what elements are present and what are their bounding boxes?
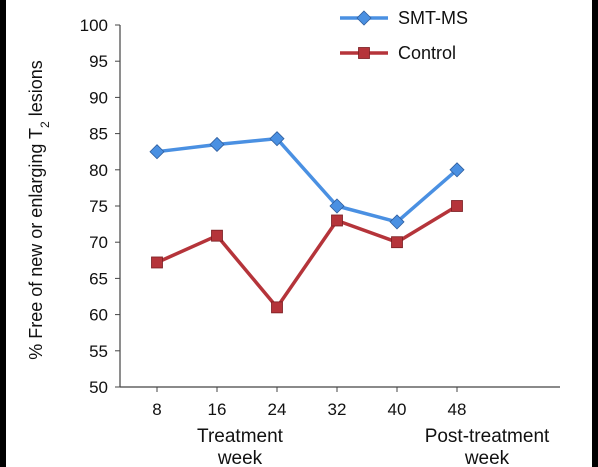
left-border: [0, 0, 6, 467]
data-point-marker: [209, 136, 225, 153]
series-layer: [149, 131, 465, 314]
y-tick-label: 95: [89, 52, 108, 71]
y-tick-label: 65: [89, 269, 108, 288]
y-tick-label: 85: [89, 125, 108, 144]
data-point-marker: [149, 144, 165, 160]
data-point-marker: [211, 229, 223, 242]
legend-label: Control: [398, 43, 456, 63]
legend-item: Control: [340, 43, 456, 63]
x-tick-label: 8: [152, 400, 161, 419]
legend-item: SMT-MS: [340, 8, 468, 28]
x-group-label-treatment-line1: Treatment: [197, 426, 284, 447]
data-point-marker: [331, 214, 343, 227]
x-tick-label: 32: [328, 400, 347, 419]
data-point-marker: [269, 131, 285, 147]
y-ticks: 50 55 60 65 70 75 80 85 90 95 100: [80, 16, 120, 397]
right-border: [592, 0, 598, 467]
data-point-marker: [391, 236, 403, 249]
y-tick-label: 55: [89, 342, 108, 361]
legend-marker: [358, 47, 370, 59]
series-line: [156, 204, 458, 310]
x-group-label-treatment-line2: week: [217, 448, 263, 467]
series-smt-ms: [149, 131, 465, 230]
y-tick-label: 90: [89, 88, 108, 107]
data-point-marker: [451, 200, 463, 212]
x-tick-label: 40: [388, 400, 407, 419]
y-tick-label: 80: [89, 161, 108, 180]
x-group-label-post-treatment-line1: Post-treatment: [425, 426, 550, 447]
x-tick-label: 48: [448, 400, 467, 419]
y-tick-label: 70: [89, 233, 108, 252]
y-tick-label: 60: [89, 306, 108, 325]
y-tick-label: 75: [89, 197, 108, 216]
x-ticks: 8 16 24 32 40 48: [152, 387, 466, 419]
series-control: [151, 200, 463, 314]
data-point-marker: [329, 198, 345, 214]
x-tick-label: 24: [268, 400, 287, 419]
data-point-marker: [271, 301, 283, 314]
x-tick-label: 16: [208, 400, 227, 419]
legend-marker: [356, 10, 372, 26]
series-line: [156, 136, 459, 224]
data-point-marker: [449, 162, 465, 178]
y-axis-label: % Free of new or enlarging T2 lesions: [26, 60, 52, 360]
x-group-label-post-treatment-line2: week: [464, 448, 510, 467]
data-point-marker: [389, 214, 405, 230]
legend: SMT-MS Control: [340, 8, 468, 63]
data-point-marker: [151, 256, 163, 269]
y-tick-label: 100: [80, 16, 108, 35]
y-tick-label: 50: [89, 378, 108, 397]
legend-label: SMT-MS: [398, 8, 468, 28]
